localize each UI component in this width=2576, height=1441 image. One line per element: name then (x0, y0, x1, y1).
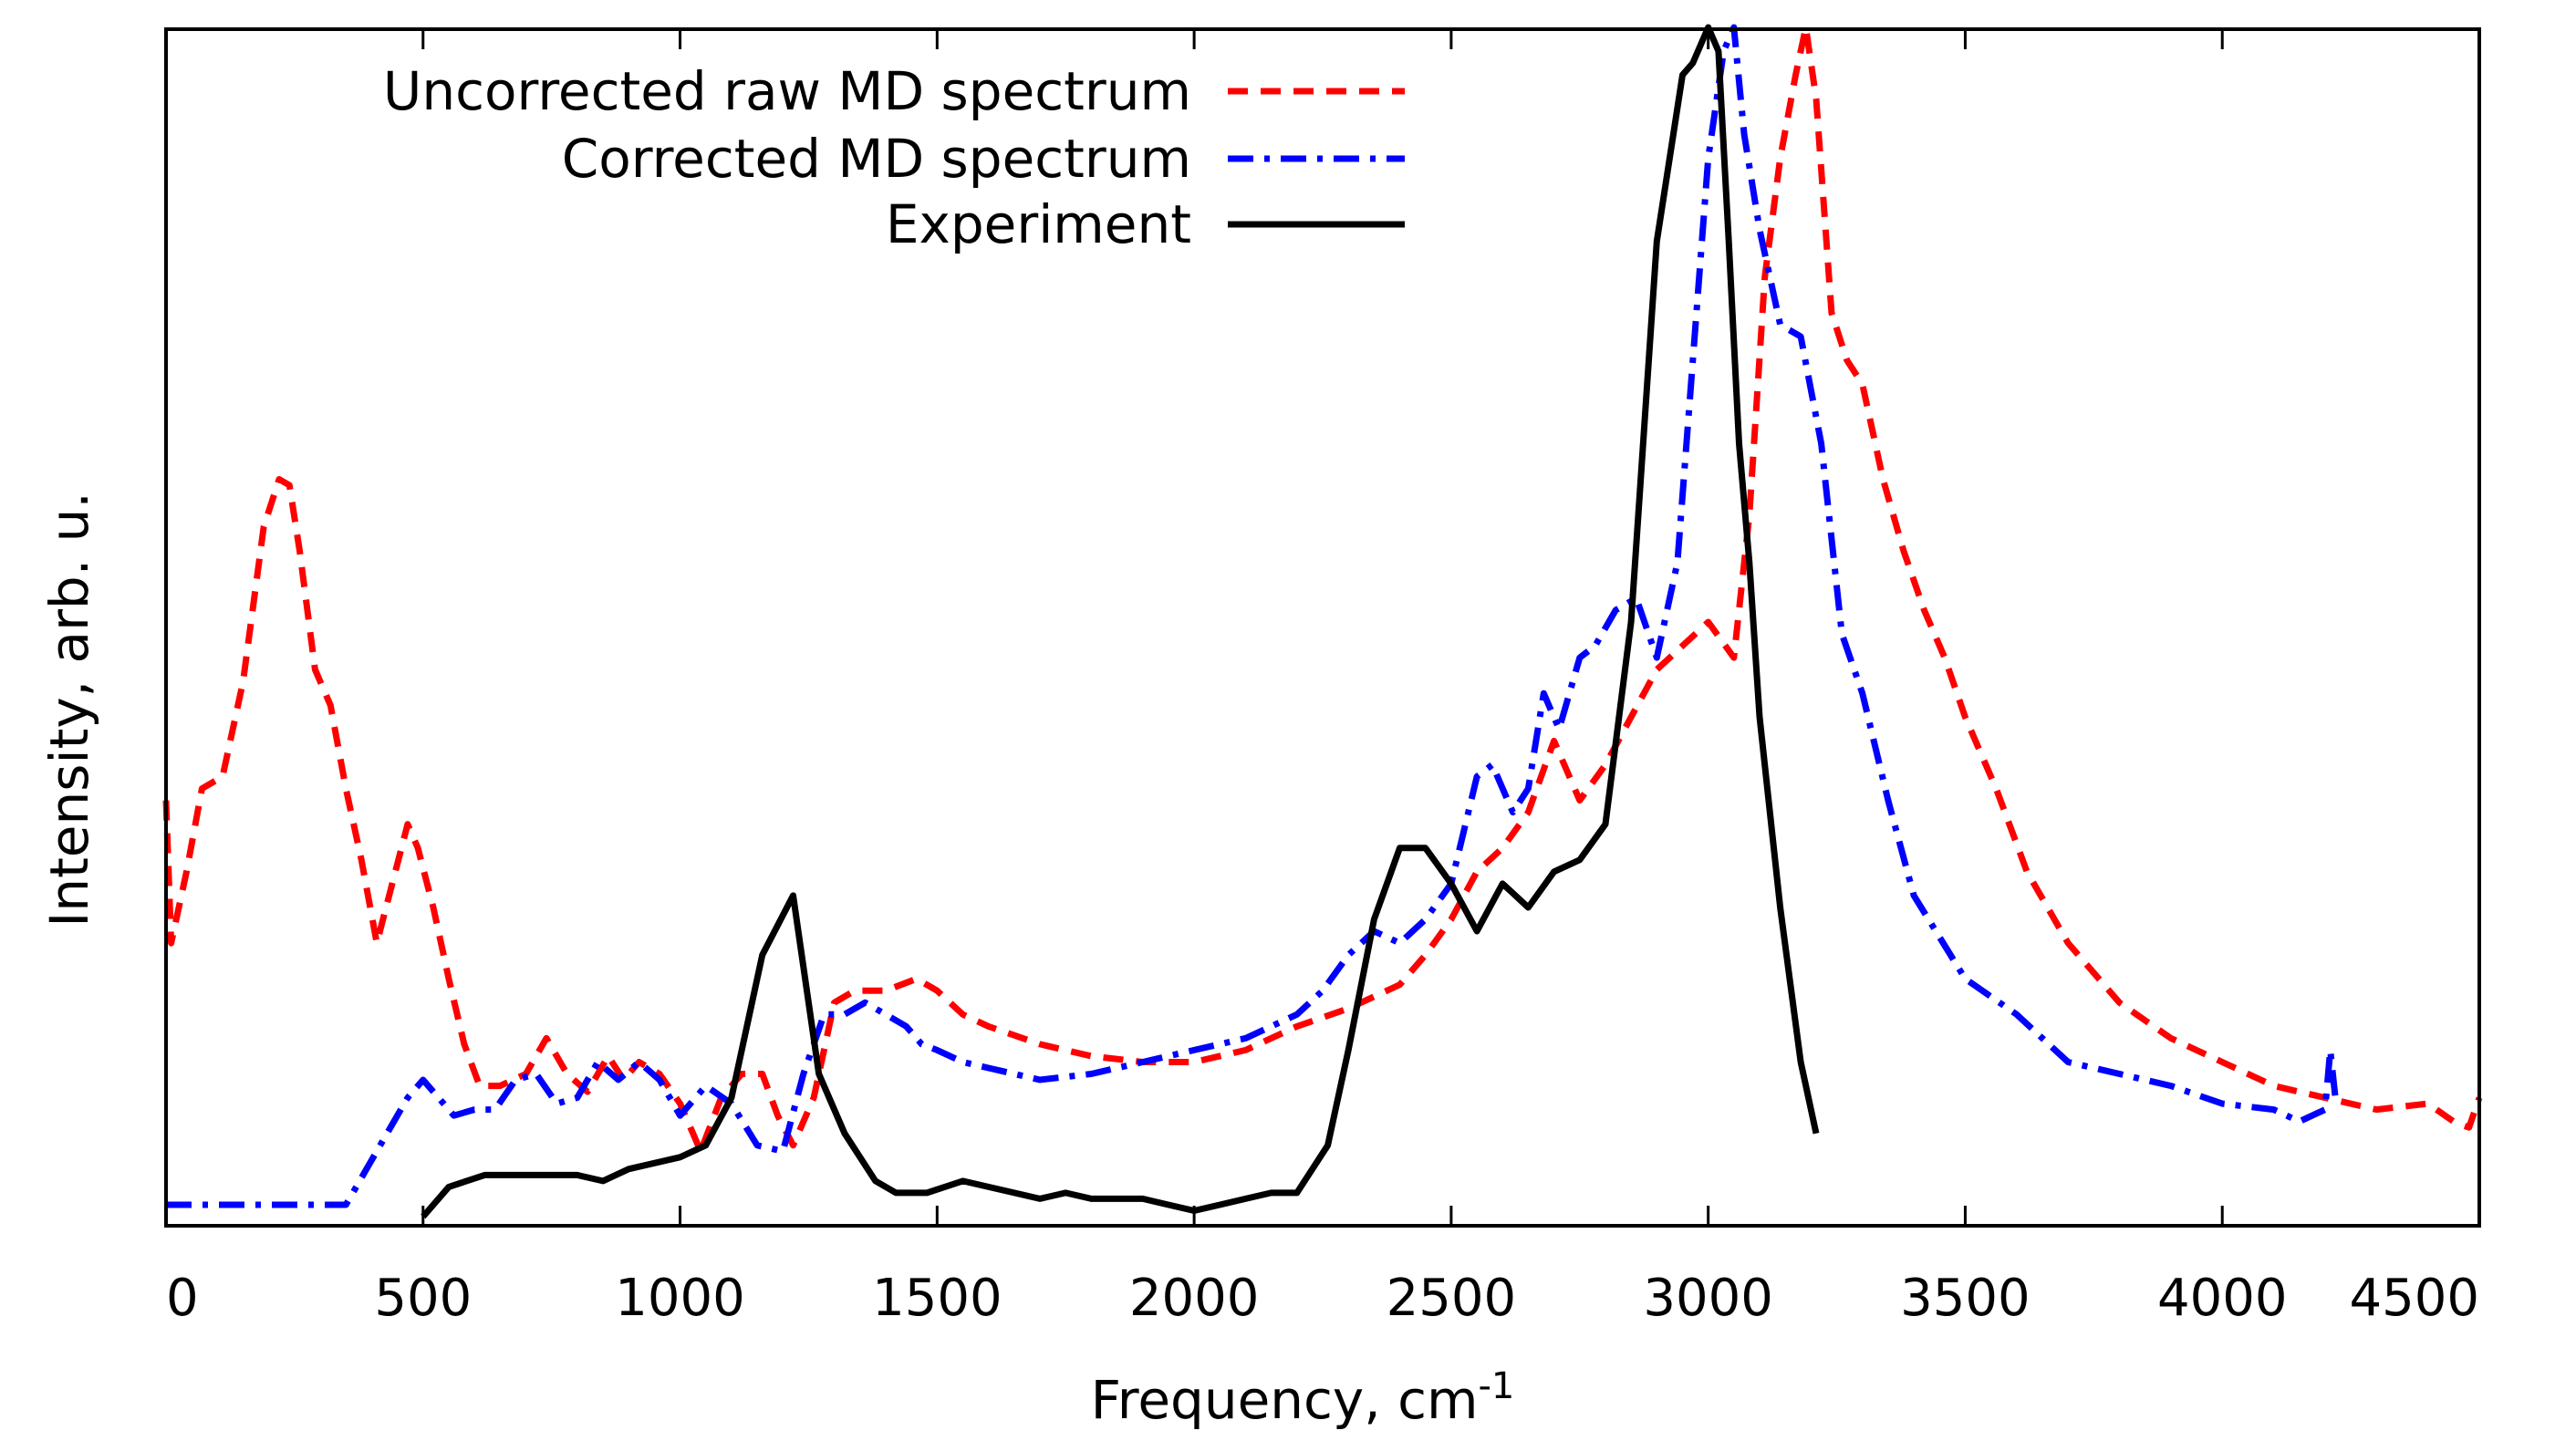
x-tick-label-7: 3500 (1900, 1269, 2031, 1328)
x-tick-label-0: 0 (166, 1269, 199, 1328)
legend-label-2: Experiment (886, 193, 1191, 255)
x-tick-label-8: 4000 (2157, 1269, 2288, 1328)
x-tick-label-4: 2000 (1129, 1269, 1260, 1328)
x-axis-label-superscript: -1 (1479, 1365, 1515, 1407)
series-line-2 (421, 24, 1820, 1219)
x-axis-label-text: Frequency, cm (1091, 1369, 1479, 1431)
series-line-1 (166, 24, 2339, 1208)
x-axis-ticks: 0 500 1000 1500 2000 2500 3000 3500 4000 4500 (164, 29, 2481, 1328)
x-axis-label: Frequency, cm-1 (1091, 1365, 1515, 1431)
legend-label-0: Uncorrected raw MD spectrum (383, 60, 1191, 122)
x-tick-label-9: 4500 (2349, 1269, 2479, 1328)
x-tick-label-1: 500 (374, 1269, 472, 1328)
plot-frame (164, 27, 2481, 1228)
x-tick-label-5: 2500 (1387, 1269, 1517, 1328)
legend-label-1: Corrected MD spectrum (562, 128, 1191, 190)
y-axis-label: Intensity, arb. u. (38, 492, 100, 928)
series-line-0 (162, 24, 2483, 1155)
x-tick-label-6: 3000 (1643, 1269, 1773, 1328)
series-layer (162, 24, 2483, 1219)
x-tick-label-2: 1000 (615, 1269, 745, 1328)
x-tick-label-3: 1500 (872, 1269, 1002, 1328)
